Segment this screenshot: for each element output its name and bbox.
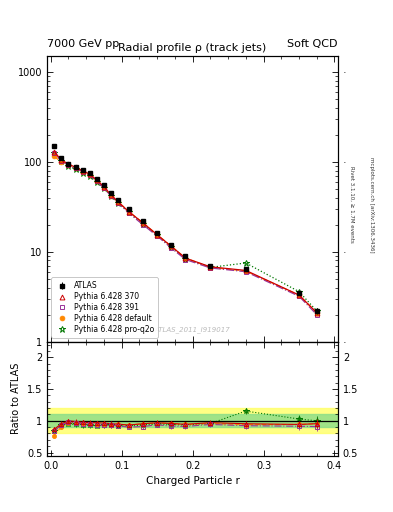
Pythia 6.428 370 bbox=[108, 192, 113, 198]
Pythia 6.428 default bbox=[87, 172, 92, 178]
Pythia 6.428 pro-q2o bbox=[108, 193, 113, 199]
Line: Pythia 6.428 370: Pythia 6.428 370 bbox=[52, 150, 319, 315]
Pythia 6.428 pro-q2o bbox=[73, 166, 78, 173]
Pythia 6.428 370 bbox=[243, 267, 248, 273]
Pythia 6.428 391 bbox=[169, 245, 174, 251]
Legend: ATLAS, Pythia 6.428 370, Pythia 6.428 391, Pythia 6.428 default, Pythia 6.428 pr: ATLAS, Pythia 6.428 370, Pythia 6.428 39… bbox=[51, 278, 158, 338]
Line: Pythia 6.428 391: Pythia 6.428 391 bbox=[52, 151, 319, 317]
Pythia 6.428 default bbox=[101, 184, 106, 190]
Pythia 6.428 391 bbox=[94, 178, 99, 184]
Pythia 6.428 370 bbox=[59, 157, 64, 163]
Pythia 6.428 370 bbox=[314, 310, 319, 316]
Pythia 6.428 370 bbox=[80, 167, 85, 174]
Pythia 6.428 370 bbox=[116, 199, 120, 205]
Pythia 6.428 391 bbox=[297, 293, 301, 300]
Bar bbox=[47, 415, 338, 427]
Pythia 6.428 370 bbox=[155, 231, 160, 238]
Pythia 6.428 391 bbox=[66, 162, 71, 168]
Pythia 6.428 370 bbox=[297, 292, 301, 298]
Pythia 6.428 default bbox=[94, 178, 99, 184]
Pythia 6.428 pro-q2o bbox=[59, 158, 64, 164]
Pythia 6.428 370 bbox=[141, 220, 145, 226]
Pythia 6.428 370 bbox=[183, 255, 188, 261]
Text: Rivet 3.1.10, ≥ 1.7M events: Rivet 3.1.10, ≥ 1.7M events bbox=[349, 166, 354, 243]
Pythia 6.428 391 bbox=[141, 222, 145, 228]
Pythia 6.428 370 bbox=[73, 164, 78, 170]
Title: Radial profile ρ (track jets): Radial profile ρ (track jets) bbox=[118, 43, 267, 53]
Text: ATLAS_2011_I919017: ATLAS_2011_I919017 bbox=[155, 326, 230, 333]
Pythia 6.428 370 bbox=[127, 208, 131, 215]
Pythia 6.428 391 bbox=[116, 200, 120, 206]
Pythia 6.428 391 bbox=[87, 172, 92, 178]
Pythia 6.428 370 bbox=[52, 148, 57, 155]
X-axis label: Charged Particle r: Charged Particle r bbox=[146, 476, 239, 486]
Pythia 6.428 391 bbox=[101, 185, 106, 191]
Pythia 6.428 pro-q2o bbox=[116, 200, 120, 206]
Pythia 6.428 default bbox=[52, 154, 57, 160]
Pythia 6.428 pro-q2o bbox=[243, 260, 248, 266]
Pythia 6.428 pro-q2o bbox=[80, 169, 85, 176]
Pythia 6.428 391 bbox=[243, 269, 248, 275]
Pythia 6.428 370 bbox=[208, 264, 213, 270]
Pythia 6.428 default bbox=[169, 243, 174, 249]
Pythia 6.428 370 bbox=[101, 184, 106, 190]
Pythia 6.428 default bbox=[127, 208, 131, 215]
Bar bbox=[47, 408, 338, 434]
Pythia 6.428 default bbox=[80, 168, 85, 175]
Pythia 6.428 default bbox=[66, 162, 71, 168]
Pythia 6.428 pro-q2o bbox=[87, 173, 92, 179]
Text: Soft QCD: Soft QCD bbox=[288, 38, 338, 49]
Pythia 6.428 default bbox=[108, 193, 113, 199]
Pythia 6.428 370 bbox=[66, 161, 71, 167]
Pythia 6.428 391 bbox=[52, 150, 57, 156]
Pythia 6.428 default bbox=[208, 264, 213, 270]
Pythia 6.428 391 bbox=[108, 193, 113, 199]
Line: Pythia 6.428 pro-q2o: Pythia 6.428 pro-q2o bbox=[51, 150, 320, 314]
Pythia 6.428 391 bbox=[314, 311, 319, 317]
Y-axis label: Ratio to ATLAS: Ratio to ATLAS bbox=[11, 363, 21, 434]
Text: 7000 GeV pp: 7000 GeV pp bbox=[47, 38, 119, 49]
Pythia 6.428 370 bbox=[94, 177, 99, 183]
Pythia 6.428 default bbox=[59, 159, 64, 165]
Pythia 6.428 pro-q2o bbox=[169, 244, 174, 250]
Pythia 6.428 default bbox=[116, 199, 120, 205]
Pythia 6.428 pro-q2o bbox=[208, 264, 213, 270]
Pythia 6.428 pro-q2o bbox=[127, 209, 131, 216]
Pythia 6.428 pro-q2o bbox=[297, 289, 301, 295]
Pythia 6.428 pro-q2o bbox=[155, 232, 160, 239]
Pythia 6.428 default bbox=[155, 231, 160, 238]
Pythia 6.428 391 bbox=[73, 165, 78, 172]
Line: Pythia 6.428 default: Pythia 6.428 default bbox=[52, 154, 319, 315]
Pythia 6.428 default bbox=[73, 165, 78, 172]
Pythia 6.428 391 bbox=[59, 158, 64, 164]
Pythia 6.428 pro-q2o bbox=[314, 308, 319, 314]
Pythia 6.428 default bbox=[243, 268, 248, 274]
Pythia 6.428 default bbox=[297, 292, 301, 298]
Pythia 6.428 default bbox=[183, 255, 188, 261]
Pythia 6.428 391 bbox=[155, 233, 160, 239]
Pythia 6.428 pro-q2o bbox=[141, 221, 145, 227]
Pythia 6.428 370 bbox=[87, 171, 92, 177]
Pythia 6.428 370 bbox=[169, 243, 174, 249]
Pythia 6.428 pro-q2o bbox=[101, 185, 106, 191]
Pythia 6.428 default bbox=[314, 310, 319, 316]
Pythia 6.428 391 bbox=[208, 265, 213, 271]
Pythia 6.428 391 bbox=[183, 257, 188, 263]
Pythia 6.428 pro-q2o bbox=[52, 150, 57, 156]
Pythia 6.428 391 bbox=[127, 210, 131, 216]
Text: mcplots.cern.ch [arXiv:1306.3436]: mcplots.cern.ch [arXiv:1306.3436] bbox=[369, 157, 374, 252]
Pythia 6.428 pro-q2o bbox=[66, 163, 71, 169]
Pythia 6.428 default bbox=[141, 220, 145, 226]
Pythia 6.428 391 bbox=[80, 168, 85, 175]
Pythia 6.428 pro-q2o bbox=[94, 179, 99, 185]
Pythia 6.428 pro-q2o bbox=[183, 255, 188, 262]
